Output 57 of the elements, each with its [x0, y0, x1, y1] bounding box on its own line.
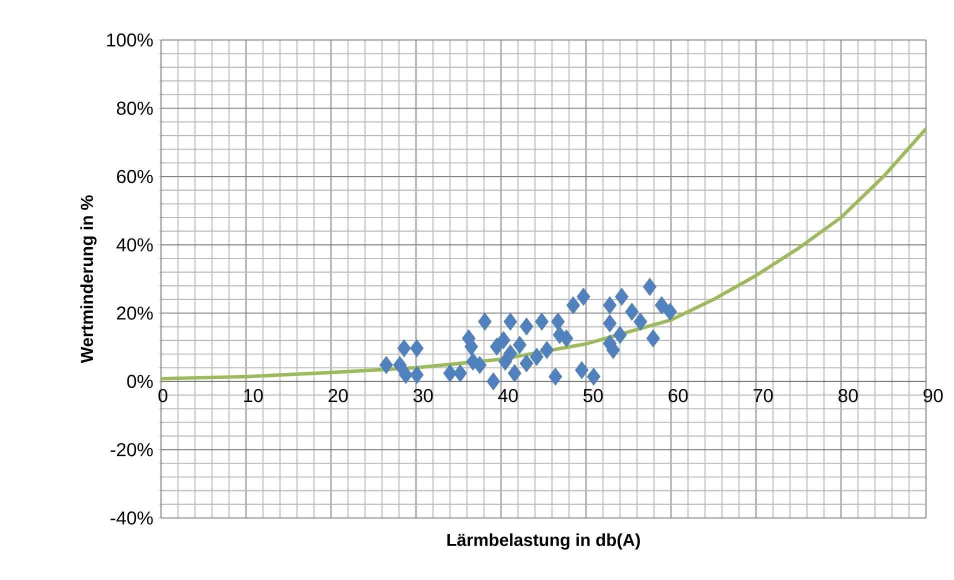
point	[603, 314, 617, 332]
x-tick-label: 80	[838, 388, 858, 402]
x-tick-label: 50	[583, 388, 603, 402]
point	[613, 326, 627, 344]
x-axis-title: Lärmbelastung in db(A)	[447, 533, 640, 550]
point	[566, 296, 580, 314]
x-tick-label: 70	[754, 388, 773, 402]
y-tick-label: 100%	[107, 33, 153, 47]
point	[496, 331, 510, 350]
point	[504, 312, 518, 331]
point	[634, 312, 648, 331]
point	[410, 339, 424, 358]
point	[399, 366, 413, 384]
point	[504, 344, 518, 362]
point	[586, 368, 600, 386]
y-tick-label: 20%	[117, 306, 153, 320]
point	[642, 278, 657, 296]
y-tick-label: 40%	[116, 238, 153, 252]
point	[603, 296, 617, 314]
point	[551, 312, 565, 331]
point	[478, 312, 492, 331]
x-tick-label: 0	[158, 388, 168, 402]
x-tick-label: 90	[924, 388, 943, 402]
y-tick-label: 0%	[127, 374, 153, 388]
point	[576, 288, 590, 306]
point	[548, 368, 562, 386]
x-tick-label: 40	[498, 388, 518, 402]
y-tick-label: 60%	[117, 170, 153, 184]
y-axis-title: Wertminderung in %	[80, 195, 97, 364]
point	[560, 329, 574, 348]
point	[520, 318, 534, 336]
point	[410, 366, 424, 384]
x-tick-label: 10	[244, 388, 263, 402]
x-tick-label: 20	[328, 388, 348, 402]
x-tick-label: 60	[668, 388, 688, 402]
point	[663, 302, 677, 321]
point	[443, 364, 457, 382]
point	[646, 329, 660, 348]
point	[397, 339, 411, 358]
point	[379, 356, 394, 374]
point	[530, 348, 544, 366]
point	[625, 302, 639, 321]
point	[512, 336, 526, 354]
point	[520, 354, 534, 372]
y-tick-label: -20%	[110, 443, 153, 456]
point	[614, 288, 628, 306]
x-tick-label: 30	[413, 388, 433, 402]
y-tick-label: 80%	[116, 102, 153, 115]
point	[535, 312, 549, 331]
point	[453, 364, 467, 382]
point	[508, 364, 522, 382]
y-tick-label: -40%	[110, 511, 153, 525]
point	[574, 361, 589, 380]
point	[393, 356, 407, 374]
point	[540, 341, 554, 359]
point	[654, 296, 668, 314]
point	[486, 372, 500, 390]
